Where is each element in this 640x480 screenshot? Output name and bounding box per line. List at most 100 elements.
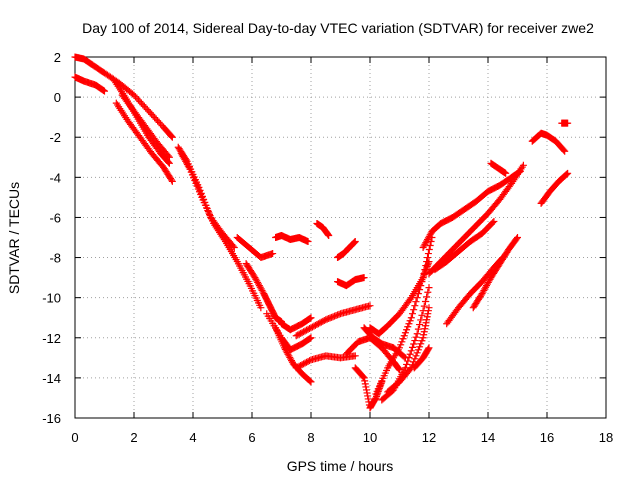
series-arc-23	[372, 234, 436, 398]
data-point	[411, 302, 419, 310]
data-point	[403, 360, 411, 368]
x-tick-label: 6	[248, 430, 255, 445]
data-point	[407, 314, 415, 322]
data-point	[426, 242, 434, 250]
series-arc-20	[351, 364, 386, 412]
series-arc-18	[334, 274, 368, 290]
data-point	[148, 110, 156, 118]
data-point	[413, 330, 421, 338]
data-point	[134, 96, 142, 104]
data-point	[332, 312, 340, 320]
data-point	[406, 295, 414, 303]
data-point	[303, 326, 311, 334]
data-point	[396, 344, 403, 352]
data-point	[307, 378, 315, 386]
data-point	[351, 238, 359, 246]
data-point	[294, 363, 302, 371]
data-point	[425, 344, 433, 352]
data-point	[133, 94, 141, 102]
data-point	[366, 302, 374, 310]
data-point	[406, 350, 414, 358]
data-point	[425, 246, 433, 254]
data-point	[306, 377, 314, 385]
data-point	[404, 323, 412, 331]
data-point	[101, 87, 108, 95]
data-point	[298, 361, 306, 369]
x-tick-label: 16	[540, 430, 554, 445]
data-point	[334, 311, 342, 319]
data-point	[414, 290, 422, 298]
series-arc-4	[118, 91, 173, 161]
tick-marks	[74, 56, 607, 419]
series-arc-13	[278, 314, 315, 334]
data-point	[154, 117, 162, 125]
data-point	[314, 320, 322, 328]
y-tick-label: -8	[49, 251, 61, 266]
data-point	[131, 93, 139, 101]
data-point	[165, 158, 173, 166]
data-point	[490, 217, 498, 225]
data-point	[410, 358, 418, 366]
series-arc-34	[537, 169, 572, 207]
data-point	[304, 357, 312, 365]
data-point	[421, 297, 429, 305]
data-point	[351, 352, 359, 360]
data-point	[403, 326, 411, 334]
data-point	[306, 334, 314, 342]
data-point	[325, 231, 333, 239]
data-point	[411, 355, 419, 363]
data-point	[143, 106, 151, 114]
data-point	[514, 234, 521, 241]
data-point	[359, 373, 367, 381]
data-point	[325, 315, 333, 323]
data-point	[561, 147, 569, 155]
series-arc-28	[425, 161, 527, 278]
data-point	[416, 286, 424, 294]
data-point	[306, 325, 314, 333]
data-point	[319, 317, 327, 325]
data-point	[412, 298, 420, 306]
data-point	[130, 91, 138, 99]
data-point	[406, 317, 414, 325]
data-point	[489, 219, 497, 227]
data-point	[301, 327, 309, 335]
series-arc-5	[112, 99, 176, 185]
data-point	[418, 337, 426, 345]
data-point	[294, 331, 302, 339]
x-tick-label: 10	[363, 430, 377, 445]
data-point	[560, 146, 568, 154]
y-tick-label: -2	[49, 130, 61, 145]
data-point	[414, 325, 422, 333]
y-axis-label: SDTVAR / TECUs	[6, 182, 22, 294]
chart-title: Day 100 of 2014, Sidereal Day-to-day VTE…	[82, 20, 594, 36]
data-point	[307, 314, 315, 322]
data-point	[167, 132, 175, 140]
data-point	[100, 86, 108, 94]
x-tick-label: 0	[71, 430, 78, 445]
data-point	[316, 319, 324, 327]
data-point	[398, 338, 406, 346]
series-arc-14	[292, 302, 374, 340]
series-arc-21	[360, 324, 409, 362]
data-point	[563, 170, 571, 178]
series-arc-32	[487, 159, 510, 177]
series-arc-35	[558, 119, 572, 127]
data-point	[335, 310, 343, 318]
data-point	[140, 102, 148, 110]
data-point	[424, 288, 432, 296]
series-arc-7	[177, 149, 265, 312]
data-point	[408, 343, 416, 351]
y-tick-label: -12	[42, 331, 61, 346]
y-tick-label: -4	[49, 170, 61, 185]
data-point	[304, 325, 312, 333]
data-point	[417, 340, 425, 348]
data-point	[320, 317, 328, 325]
data-point	[401, 364, 409, 372]
x-tick-label: 8	[307, 430, 314, 445]
data-point	[322, 316, 330, 324]
y-tick-label: -10	[42, 291, 61, 306]
data-point	[419, 274, 427, 282]
x-axis-label: GPS time / hours	[287, 458, 394, 474]
data-point	[323, 315, 331, 323]
